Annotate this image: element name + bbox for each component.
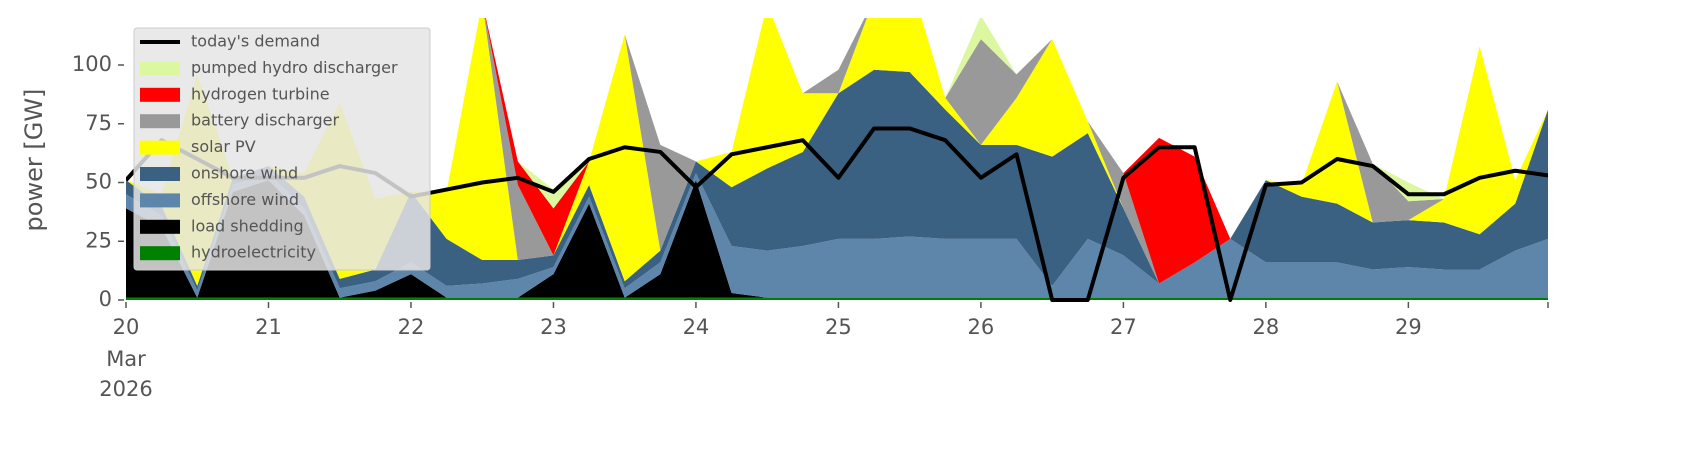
area: [126, 18, 1548, 286]
x-tick-label: 27: [1110, 315, 1137, 339]
legend-swatch: [140, 114, 180, 129]
x-month-label: Mar: [106, 347, 146, 371]
area: [126, 18, 1548, 284]
x-tick-label: 24: [683, 315, 710, 339]
x-tick-label: 25: [825, 315, 852, 339]
x-tick-label: 20: [113, 315, 140, 339]
legend-swatch: [140, 219, 180, 234]
legend-swatch: [140, 167, 180, 181]
legend: today's demand pumped hydro discharger hyd…: [133, 27, 431, 271]
legend-label: offshore wind: [191, 190, 299, 209]
legend-swatch: [140, 140, 180, 155]
x-tick-label: 28: [1253, 315, 1280, 339]
legend-label: onshore wind: [191, 164, 298, 183]
legend-label: solar PV: [191, 137, 256, 156]
y-tick-label: 100: [72, 52, 112, 76]
legend-box: [133, 27, 431, 271]
area: [126, 69, 1548, 291]
area: [126, 173, 1548, 298]
x-tick-label: 22: [398, 315, 425, 339]
area: [126, 297, 1548, 300]
y-tick-label: 25: [85, 228, 112, 252]
x-tick-label: 26: [968, 315, 995, 339]
legend-label: pumped hydro discharger: [191, 58, 398, 77]
x-tick-label: 23: [540, 315, 567, 339]
y-tick-label: 75: [85, 111, 112, 135]
x-tick-label: 29: [1395, 315, 1422, 339]
legend-label: hydrogen turbine: [191, 84, 330, 103]
area: [126, 18, 1548, 284]
y-tick-label: 0: [99, 287, 112, 311]
x-year-label: 2026: [99, 377, 152, 401]
legend-swatch: [140, 87, 180, 102]
legend-label: load shedding: [191, 216, 304, 235]
legend-label: hydroelectricity: [191, 243, 316, 262]
legend-swatch: [140, 246, 180, 261]
legend-swatch: [140, 61, 180, 76]
axes: 0 25 50 75 100 20 21 22 23 24 25 26 27 28 29 Mar 2026: [72, 52, 1549, 401]
legend-label: today's demand: [191, 32, 320, 51]
y-axis-label: power [GW]: [20, 89, 48, 232]
x-tick-label: 21: [255, 315, 282, 339]
legend-swatch: [140, 193, 180, 208]
legend-label: battery discharger: [191, 111, 339, 130]
y-tick-label: 50: [85, 170, 112, 194]
